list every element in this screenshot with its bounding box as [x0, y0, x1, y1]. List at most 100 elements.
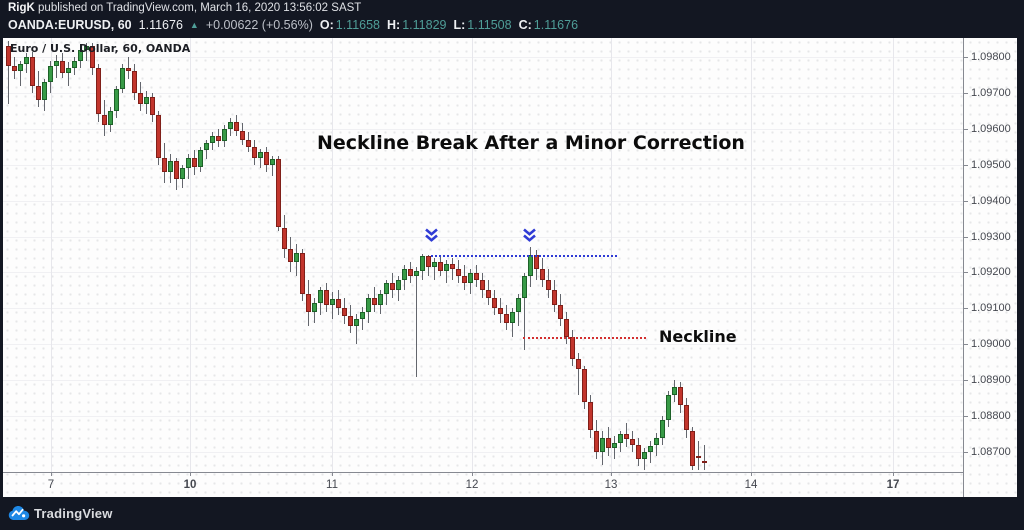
price-tick-label: 1.09700 [971, 86, 1011, 99]
price-tick-mark [964, 416, 968, 418]
price-tick-label: 1.09500 [971, 158, 1011, 171]
candle [624, 434, 629, 440]
candle [348, 315, 353, 327]
gridline-vertical [893, 38, 894, 472]
gridline-vertical [190, 38, 191, 472]
time-tick-mark [472, 473, 473, 476]
high-value: H: 1.11829 [387, 18, 447, 32]
candle-wick [578, 353, 579, 395]
candle [450, 263, 455, 269]
candle [414, 270, 419, 277]
publish-info: RigK published on TradingView.com, March… [8, 2, 361, 14]
candle [66, 67, 71, 74]
candle [246, 139, 251, 147]
candle [300, 252, 305, 294]
candle [114, 89, 119, 111]
candle [174, 161, 179, 180]
candle [366, 297, 371, 312]
candle [150, 96, 155, 115]
candle [498, 308, 503, 314]
candle [660, 419, 665, 438]
candle [618, 434, 623, 443]
candle [690, 430, 695, 467]
candle [486, 290, 491, 298]
candle [306, 294, 311, 312]
candle [138, 92, 143, 104]
price-tick-mark [964, 128, 968, 130]
price-tick-label: 1.09200 [971, 266, 1011, 279]
gridline-horizontal [3, 344, 963, 345]
candle [468, 272, 473, 284]
candle-wick [272, 155, 273, 176]
candle [576, 358, 581, 370]
candle [342, 308, 347, 316]
candle [672, 387, 677, 395]
time-tick-label: 14 [744, 479, 758, 491]
candle [312, 303, 317, 312]
candle-wick [332, 292, 333, 320]
candle [558, 304, 563, 320]
candle [666, 394, 671, 420]
candle [108, 110, 113, 126]
candle-wick [416, 267, 417, 377]
low-value: L: 1.11508 [453, 18, 512, 32]
candle [330, 299, 335, 305]
candle-wick [86, 42, 87, 61]
candle [456, 268, 461, 277]
candle [228, 121, 233, 129]
candle [552, 290, 557, 305]
price-tick-label: 1.09000 [971, 338, 1011, 351]
candle [636, 444, 641, 460]
candle [570, 337, 575, 359]
symbol-name: OANDA:EURUSD, 60 [8, 18, 132, 32]
price-tick-label: 1.08700 [971, 446, 1011, 458]
candle-wick [20, 60, 21, 86]
candle [648, 445, 653, 452]
candle [612, 443, 617, 449]
time-axis[interactable]: 7 10 11 12 13 14 17 [3, 472, 963, 497]
gridline-vertical [751, 38, 752, 472]
candle [270, 159, 275, 165]
candle [702, 461, 707, 463]
candle [42, 82, 47, 101]
time-tick-label: 11 [326, 479, 338, 491]
candle-wick [68, 62, 69, 86]
candle [234, 121, 239, 131]
candle [630, 439, 635, 445]
gridline-vertical [51, 38, 52, 472]
candle [54, 60, 59, 66]
candle [30, 57, 35, 86]
double-chevron-down-icon [523, 228, 536, 242]
candle [408, 268, 413, 277]
candle-wick [704, 444, 705, 470]
gridline-horizontal [3, 201, 963, 202]
candle [480, 279, 485, 291]
gridline-horizontal [3, 165, 963, 166]
candle [528, 254, 533, 276]
gridline-horizontal [3, 452, 963, 453]
price-tick-mark [964, 200, 968, 202]
candle [426, 256, 431, 268]
price-axis[interactable]: 1.09800 1.09700 1.09600 1.09500 1.09400 1.093… [963, 38, 1017, 497]
candle [378, 294, 383, 305]
candle [384, 283, 389, 294]
time-tick-mark [190, 473, 191, 476]
candle [168, 161, 173, 172]
gridline-horizontal [3, 93, 963, 94]
candle [102, 114, 107, 126]
chart-panel: 1.09800 1.09700 1.09600 1.09500 1.09400 1.093… [3, 38, 1017, 497]
author-link[interactable]: RigK [8, 2, 35, 14]
tradingview-brand-link[interactable]: TradingView [34, 506, 113, 521]
candle-wick [128, 57, 129, 79]
candle [516, 297, 521, 312]
candle [432, 261, 437, 268]
price-tick-label: 1.09300 [971, 230, 1011, 243]
gridline-horizontal [3, 308, 963, 309]
time-tick-label: 12 [465, 479, 479, 491]
close-value: C: 1.11676 [518, 18, 579, 32]
tradingview-logo-icon[interactable] [8, 505, 30, 521]
candle [192, 157, 197, 167]
candle [606, 437, 611, 449]
annotation-title: Neckline Break After a Minor Correction [317, 132, 745, 154]
